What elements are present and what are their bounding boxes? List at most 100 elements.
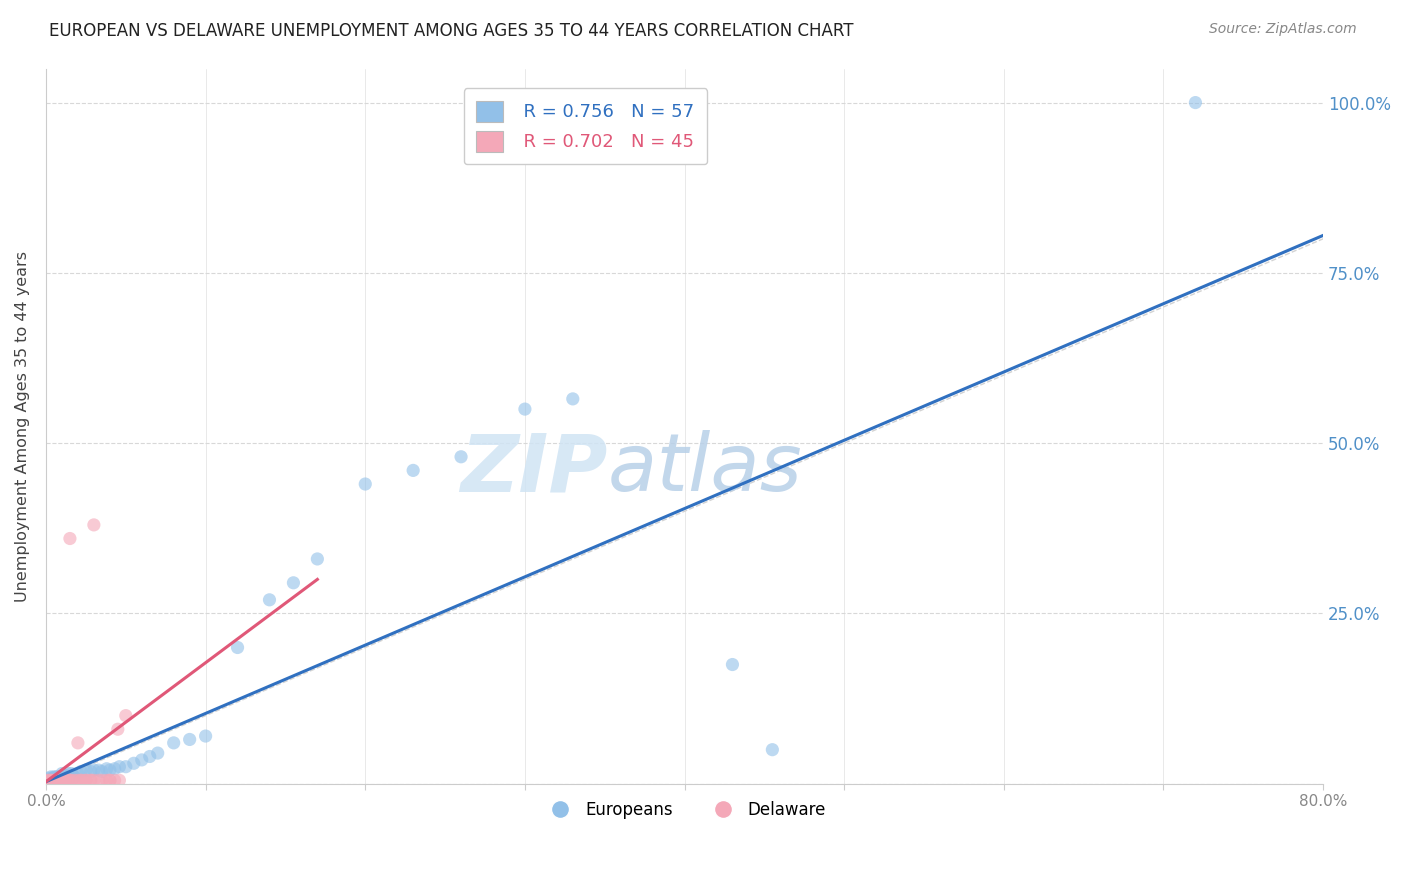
Point <box>48 770 70 784</box>
Point <box>66 766 89 780</box>
Point <box>83 763 105 777</box>
Point <box>70 773 93 788</box>
Point <box>49 774 72 789</box>
Point <box>39 773 62 788</box>
Point <box>90 764 112 779</box>
Point <box>49 772 72 786</box>
Text: Source: ZipAtlas.com: Source: ZipAtlas.com <box>1209 22 1357 37</box>
Point <box>179 732 201 747</box>
Point <box>58 773 80 788</box>
Point <box>513 402 536 417</box>
Point <box>41 772 63 786</box>
Point <box>98 773 121 788</box>
Point <box>194 729 217 743</box>
Point <box>59 770 82 784</box>
Point <box>761 742 783 756</box>
Point <box>75 763 97 777</box>
Point <box>55 770 77 784</box>
Point <box>60 766 83 780</box>
Point <box>42 773 65 788</box>
Point <box>62 768 84 782</box>
Point <box>226 640 249 655</box>
Point <box>108 773 131 788</box>
Point <box>38 772 60 786</box>
Point <box>37 773 59 788</box>
Point <box>721 657 744 672</box>
Point <box>259 592 281 607</box>
Point <box>53 768 76 782</box>
Point <box>51 766 73 780</box>
Point <box>45 774 67 789</box>
Point <box>39 774 62 789</box>
Point <box>45 773 67 788</box>
Point <box>46 773 69 788</box>
Point <box>96 762 118 776</box>
Point <box>63 773 86 788</box>
Point <box>66 773 89 788</box>
Point <box>75 773 97 788</box>
Text: ZIP: ZIP <box>461 430 607 508</box>
Point <box>79 764 101 779</box>
Point <box>79 773 101 788</box>
Point <box>59 773 82 788</box>
Point <box>41 773 63 788</box>
Point <box>39 770 62 784</box>
Point <box>42 774 65 789</box>
Point <box>1184 95 1206 110</box>
Point <box>163 736 186 750</box>
Point <box>104 773 127 788</box>
Point <box>38 773 60 788</box>
Point <box>48 773 70 788</box>
Point <box>39 773 62 788</box>
Point <box>104 762 127 776</box>
Point <box>51 770 73 784</box>
Point <box>48 774 70 789</box>
Point <box>283 575 305 590</box>
Point <box>307 552 329 566</box>
Point <box>48 773 70 788</box>
Point <box>122 756 145 771</box>
Point <box>59 532 82 546</box>
Point <box>52 773 75 788</box>
Point <box>46 772 69 786</box>
Point <box>108 760 131 774</box>
Point <box>87 773 110 788</box>
Point <box>55 773 77 788</box>
Point <box>114 760 136 774</box>
Point <box>63 770 86 784</box>
Point <box>42 773 65 788</box>
Point <box>45 773 67 788</box>
Point <box>38 774 60 789</box>
Text: EUROPEAN VS DELAWARE UNEMPLOYMENT AMONG AGES 35 TO 44 YEARS CORRELATION CHART: EUROPEAN VS DELAWARE UNEMPLOYMENT AMONG … <box>49 22 853 40</box>
Point <box>402 463 425 477</box>
Point <box>114 708 136 723</box>
Point <box>46 770 69 784</box>
Point <box>561 392 583 406</box>
Point <box>53 773 76 788</box>
Point <box>83 773 105 788</box>
Point <box>146 746 169 760</box>
Point <box>96 773 118 788</box>
Point <box>60 773 83 788</box>
Point <box>450 450 472 464</box>
Point <box>131 753 153 767</box>
Point <box>37 774 59 789</box>
Point <box>38 773 60 788</box>
Point <box>66 736 89 750</box>
Point <box>83 517 105 532</box>
Point <box>42 770 65 784</box>
Point <box>354 477 377 491</box>
Point <box>37 773 59 788</box>
Point <box>41 774 63 789</box>
Point <box>75 773 97 788</box>
Point <box>90 773 112 788</box>
Point <box>41 773 63 788</box>
Point <box>98 773 121 788</box>
Text: atlas: atlas <box>607 430 803 508</box>
Point <box>107 723 129 737</box>
Point <box>70 773 93 788</box>
Point <box>79 773 101 788</box>
Point <box>52 770 75 784</box>
Y-axis label: Unemployment Among Ages 35 to 44 years: Unemployment Among Ages 35 to 44 years <box>15 251 30 601</box>
Point <box>45 770 67 784</box>
